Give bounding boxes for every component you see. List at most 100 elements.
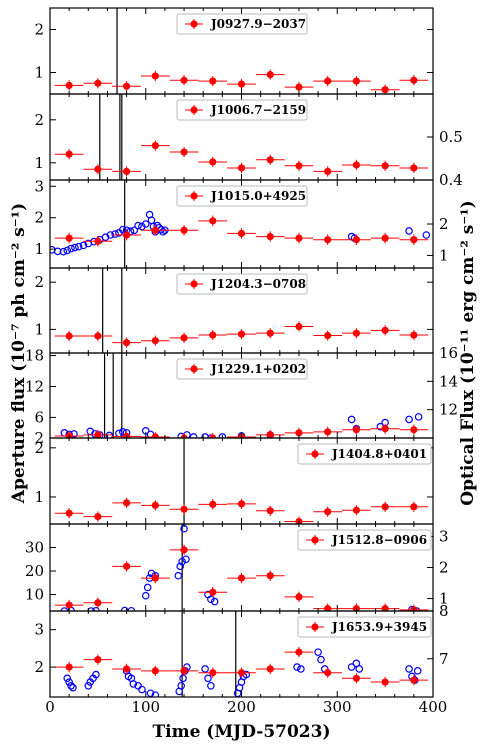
gamma-point xyxy=(352,329,360,337)
panel-3: 1 2 3 1 2 J1015.0+4925 xyxy=(34,177,449,269)
panel-plot-area xyxy=(54,611,429,697)
gamma-point xyxy=(151,501,159,509)
optical-point xyxy=(71,243,79,252)
gamma-point xyxy=(237,330,246,338)
y-tick-label: 30 xyxy=(25,539,44,557)
legend-source-label: J1653.9+3945 xyxy=(331,620,427,634)
legend-box xyxy=(176,99,308,121)
legend: J1204.3−0708 xyxy=(176,273,308,295)
gamma-point xyxy=(410,331,418,339)
legend-marker xyxy=(190,365,198,373)
legend-box xyxy=(176,185,308,207)
gamma-point xyxy=(151,226,159,234)
y-tick-label: 2 xyxy=(34,429,44,447)
x-tick-label: 400 xyxy=(419,698,448,716)
y-tick-label: 10 xyxy=(25,586,44,604)
legend-marker xyxy=(190,192,198,200)
gamma-point xyxy=(180,226,188,234)
optical-point xyxy=(118,428,127,436)
gamma-point xyxy=(94,79,102,87)
legend-source-label: J1015.0+4925 xyxy=(210,189,306,203)
gamma-point xyxy=(266,431,274,438)
panel-7: 10 20 30 1 2 3 J1512.8−0906 xyxy=(25,523,449,612)
optical-point xyxy=(207,681,215,690)
x-tick-label: 0 xyxy=(45,698,55,716)
optical-point xyxy=(118,225,127,234)
y-tick-label: 1 xyxy=(34,64,44,82)
gamma-point xyxy=(352,674,360,682)
gamma-point xyxy=(324,167,332,175)
y-tick-label: 2 xyxy=(34,439,44,457)
optical-point xyxy=(293,663,301,671)
gamma-point xyxy=(410,503,418,511)
panel-8: 2 3 7 8 J1653.9+3945 xyxy=(34,602,449,698)
gamma-point xyxy=(237,164,246,172)
optical-point xyxy=(74,242,83,251)
gamma-point xyxy=(180,505,188,513)
optical-point xyxy=(422,231,431,239)
right-y-tick-label: 12 xyxy=(439,401,458,419)
legend-box xyxy=(297,529,432,551)
gamma-point xyxy=(381,234,389,242)
right-y-tick-label: 2 xyxy=(439,559,449,577)
optical-point xyxy=(179,674,187,683)
legend-box xyxy=(176,13,308,35)
gamma-point xyxy=(352,506,360,514)
legend-marker xyxy=(190,106,198,114)
legend-marker xyxy=(190,20,198,28)
gamma-point xyxy=(209,217,217,225)
legend-source-label: J1229.1+0202 xyxy=(210,362,306,376)
right-y-tick-label: 1 xyxy=(439,590,449,608)
gamma-point xyxy=(324,508,332,516)
gamma-point xyxy=(151,142,159,150)
gamma-point xyxy=(237,80,246,88)
legend-source-label: J0927.9−2037 xyxy=(210,17,306,31)
x-tick-label: 200 xyxy=(227,698,256,716)
gamma-point xyxy=(209,331,217,339)
gamma-point xyxy=(180,148,188,156)
optical-point xyxy=(413,667,422,675)
optical-point xyxy=(151,691,160,697)
optical-point xyxy=(61,185,67,191)
optical-point xyxy=(347,663,356,671)
gamma-point xyxy=(266,232,274,241)
legend: J1229.1+0202 xyxy=(176,358,308,380)
optical-point xyxy=(297,665,305,673)
gamma-point xyxy=(410,676,418,684)
optical-point xyxy=(141,220,150,228)
panel-2: 1 2 0.4 0.5 J1006.7−2159 xyxy=(34,93,463,191)
gamma-point xyxy=(266,156,274,164)
optical-point xyxy=(174,571,183,580)
gamma-point xyxy=(381,503,389,511)
optical-point xyxy=(207,595,215,604)
optical-point xyxy=(99,185,105,191)
right-y-tick-label: 7 xyxy=(439,650,449,668)
optical-point xyxy=(126,227,135,236)
x-tick-label: 300 xyxy=(323,698,352,716)
gamma-point xyxy=(352,77,360,85)
legend: J1015.0+4925 xyxy=(176,185,308,207)
y-tick-label: 3 xyxy=(34,177,44,195)
gamma-point xyxy=(410,426,418,434)
gamma-point xyxy=(381,86,389,94)
right-y-tick-label: 1 xyxy=(439,246,449,264)
panel-plot-area xyxy=(54,524,429,611)
gamma-point xyxy=(324,331,332,340)
optical-point xyxy=(347,415,356,424)
legend: J1653.9+3945 xyxy=(297,616,432,638)
gamma-point xyxy=(266,665,274,673)
right-y-axis-title: Optical Flux (10⁻¹¹ erg cm⁻² s⁻¹) xyxy=(458,200,478,505)
optical-point xyxy=(134,221,142,230)
x-axis-title: Time (MJD-57023) xyxy=(152,722,330,742)
left-y-axis-title: Aperture flux (10⁻⁷ ph cm⁻² s⁻¹) xyxy=(9,203,29,504)
gamma-point xyxy=(237,500,246,508)
optical-point xyxy=(189,433,198,438)
optical-point xyxy=(405,227,413,235)
legend-source-label: J1204.3−0708 xyxy=(210,277,306,291)
gamma-point xyxy=(381,425,389,433)
gamma-point xyxy=(295,162,303,170)
gamma-point xyxy=(209,77,217,85)
gamma-point xyxy=(266,507,274,515)
y-tick-label: 2 xyxy=(34,658,44,676)
gamma-point xyxy=(381,162,389,170)
